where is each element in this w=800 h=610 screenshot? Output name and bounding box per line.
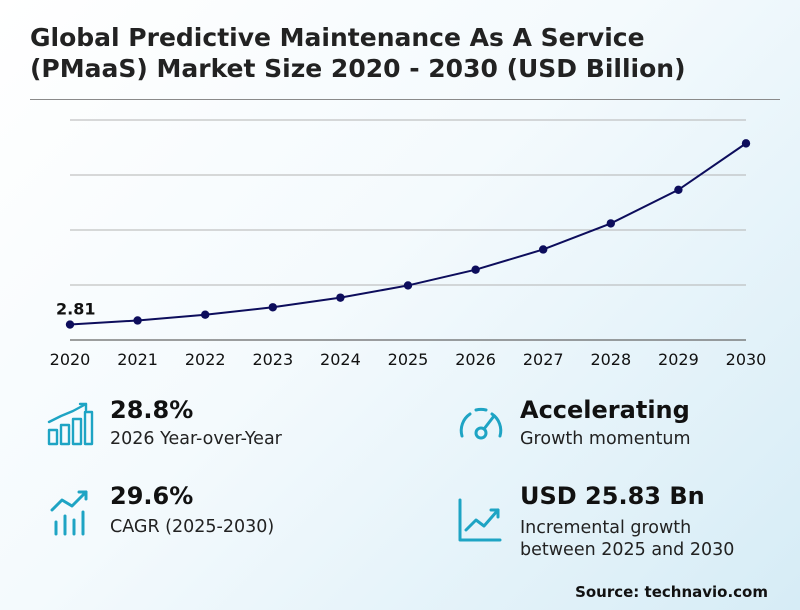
x-tick-label: 2026: [455, 350, 496, 369]
data-point: [65, 320, 75, 329]
data-point: [741, 139, 751, 148]
x-tick-label: 2020: [50, 350, 91, 369]
line-chart: 2020 2021 2022 2023 2024 2025 2026 2027 2028 2029…: [50, 119, 767, 369]
gauge-icon: [459, 407, 503, 440]
stat-cagr-label: CAGR (2025-2030): [110, 517, 275, 537]
x-tick-label: 2027: [523, 350, 564, 369]
stat-cagr: 29.6% CAGR (2025-2030): [46, 482, 386, 542]
stat-momentum: Accelerating Growth momentum: [456, 396, 776, 456]
x-tick-label: 2023: [252, 350, 293, 369]
stat-momentum-value: Accelerating: [520, 396, 690, 424]
x-tick-label: 2022: [185, 350, 226, 369]
stat-incremental: USD 25.83 Bn Incremental growth between …: [456, 482, 776, 562]
data-point: [606, 219, 615, 228]
x-tick-label: 2028: [590, 350, 631, 369]
data-point: [471, 265, 480, 274]
x-tick-label: 2029: [658, 350, 699, 369]
stat-yoy: 28.8% 2026 Year-over-Year: [46, 396, 386, 456]
stat-yoy-label: 2026 Year-over-Year: [110, 429, 282, 449]
x-tick-label: 2025: [388, 350, 429, 369]
x-tick-label: 2021: [117, 350, 158, 369]
data-labels: 2.81: [56, 300, 95, 319]
stat-yoy-value: 28.8%: [110, 396, 194, 424]
data-point: [133, 316, 142, 325]
data-label: 2.81: [56, 300, 95, 319]
grid-lines: [70, 119, 746, 341]
line-growth-icon: [458, 498, 502, 542]
data-point: [336, 293, 345, 302]
stat-incremental-value: USD 25.83 Bn: [520, 482, 705, 510]
stat-momentum-label: Growth momentum: [520, 429, 691, 449]
data-point: [539, 245, 548, 254]
series-line: [69, 142, 747, 326]
data-point: [403, 281, 413, 290]
data-point: [201, 310, 210, 319]
x-axis-ticks: 2020 2021 2022 2023 2024 2025 2026 2027 2028 2029…: [50, 350, 767, 369]
stat-incremental-label-line2: between 2025 and 2030: [520, 540, 735, 560]
title-divider: [30, 99, 780, 100]
data-point: [268, 303, 277, 312]
data-point: [674, 185, 683, 194]
stat-incremental-label-line1: Incremental growth: [520, 518, 692, 538]
source-credit: Source: technavio.com: [575, 583, 768, 601]
bar-chart-icon: [47, 402, 94, 446]
growth-bars-icon: [50, 490, 88, 536]
x-tick-label: 2030: [726, 350, 767, 369]
data-points: [65, 139, 751, 329]
chart-title: Global Predictive Maintenance As A Servi…: [30, 23, 686, 83]
x-tick-label: 2024: [320, 350, 361, 369]
stat-cagr-value: 29.6%: [110, 482, 194, 510]
